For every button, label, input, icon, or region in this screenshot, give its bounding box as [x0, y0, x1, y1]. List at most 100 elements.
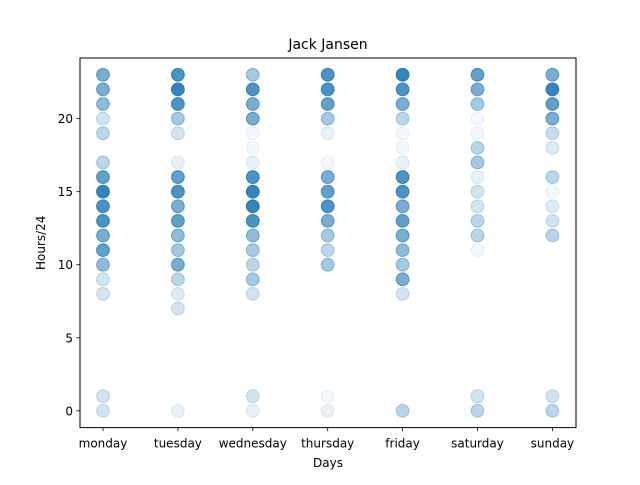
data-point — [245, 97, 260, 111]
data-point — [470, 82, 485, 97]
data-point — [245, 184, 260, 199]
data-point — [470, 67, 485, 82]
data-point — [320, 184, 335, 199]
data-point — [470, 111, 485, 126]
data-point — [96, 272, 110, 287]
data-point — [395, 213, 410, 228]
data-point — [96, 67, 110, 82]
data-point — [96, 287, 110, 301]
data-point — [171, 82, 185, 97]
y-tick-label: 15 — [58, 185, 73, 199]
data-point — [171, 155, 185, 170]
data-point — [395, 97, 410, 111]
data-point — [245, 82, 260, 97]
data-point — [96, 213, 110, 228]
data-point — [470, 140, 485, 155]
data-point — [470, 243, 485, 258]
data-point — [171, 301, 185, 316]
data-point — [320, 155, 335, 170]
y-tick-label: 0 — [65, 404, 73, 418]
data-point — [395, 155, 410, 170]
data-point — [470, 155, 485, 170]
x-axis-title: Days — [313, 456, 343, 470]
data-point — [96, 111, 110, 126]
x-tick-label: monday — [79, 437, 128, 451]
data-point — [245, 389, 260, 404]
y-tick-label: 5 — [65, 331, 73, 345]
y-axis-title: Hours/24 — [34, 216, 48, 270]
data-point — [470, 170, 485, 184]
x-axis: monday tuesday wednesday thursday friday satu… — [79, 427, 574, 451]
data-point — [470, 126, 485, 141]
data-point — [320, 228, 335, 243]
data-point — [245, 67, 260, 82]
data-point — [395, 67, 410, 82]
data-point — [395, 228, 410, 243]
x-tick-label: saturday — [451, 437, 504, 451]
data-point — [545, 213, 560, 228]
data-point — [171, 67, 185, 82]
data-point — [395, 287, 410, 301]
data-point — [545, 228, 560, 243]
data-point — [470, 97, 485, 111]
data-point — [320, 403, 335, 418]
data-point — [545, 170, 560, 184]
chart-title: Jack Jansen — [287, 37, 367, 53]
data-point — [470, 199, 485, 214]
data-point — [171, 111, 185, 126]
data-point — [470, 184, 485, 199]
data-point — [395, 111, 410, 126]
y-tick-label: 20 — [58, 112, 73, 126]
x-tick-label: thursday — [301, 437, 354, 451]
data-point — [320, 111, 335, 126]
data-point — [320, 126, 335, 141]
data-point — [96, 243, 110, 258]
x-tick-label: tuesday — [154, 437, 202, 451]
y-axis: 0 5 10 15 20 — [58, 112, 80, 418]
data-point — [171, 170, 185, 184]
data-point — [320, 67, 335, 82]
data-point — [96, 82, 110, 97]
data-point — [245, 272, 260, 287]
data-point — [545, 67, 560, 82]
data-point — [96, 97, 110, 111]
data-point — [96, 403, 110, 418]
data-point — [470, 213, 485, 228]
data-point — [171, 199, 185, 214]
data-point — [96, 184, 110, 199]
data-point — [395, 184, 410, 199]
data-point — [245, 111, 260, 126]
data-point — [245, 287, 260, 301]
data-point — [171, 243, 185, 258]
data-point — [320, 257, 335, 272]
data-point — [320, 170, 335, 184]
data-point — [395, 82, 410, 97]
x-tick-label: friday — [385, 437, 420, 451]
data-point — [395, 257, 410, 272]
data-point — [470, 389, 485, 404]
data-point — [171, 213, 185, 228]
data-point — [395, 243, 410, 258]
data-point — [395, 403, 410, 418]
data-point — [245, 170, 260, 184]
data-point — [545, 199, 560, 214]
data-point — [245, 257, 260, 272]
data-point — [96, 155, 110, 170]
data-point — [470, 403, 485, 418]
data-point — [395, 199, 410, 214]
data-point — [245, 403, 260, 418]
y-tick-label: 10 — [58, 258, 73, 272]
data-point — [395, 170, 410, 184]
data-point — [96, 199, 110, 214]
data-point — [96, 389, 110, 404]
data-point — [320, 97, 335, 111]
data-point — [245, 199, 260, 214]
data-point — [545, 82, 560, 97]
data-point — [171, 184, 185, 199]
data-point — [320, 213, 335, 228]
data-point — [96, 228, 110, 243]
data-point — [171, 257, 185, 272]
data-point — [395, 126, 410, 141]
